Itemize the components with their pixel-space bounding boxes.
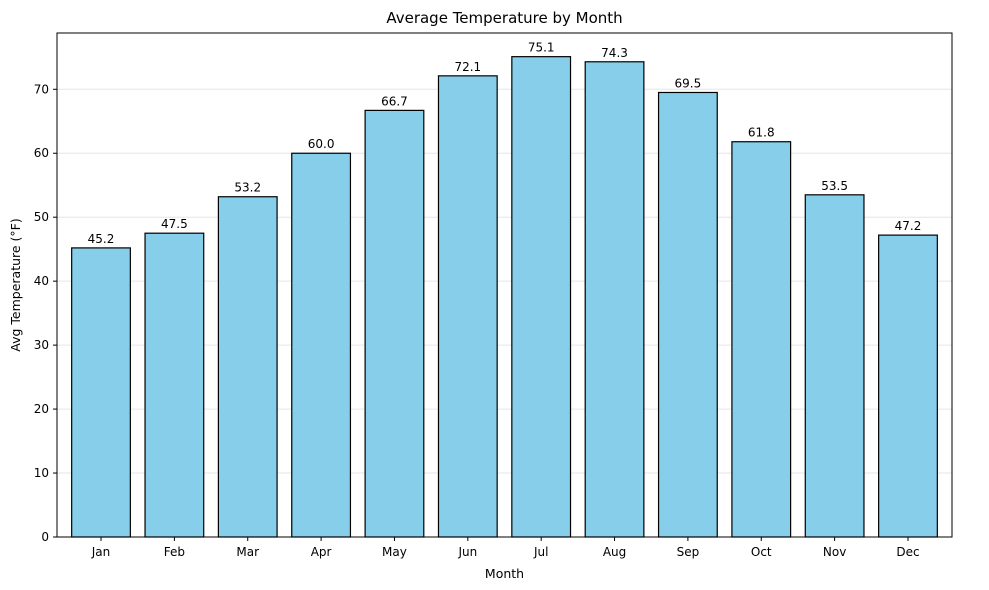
x-axis-label: Month (485, 566, 524, 581)
x-tick-label-jul: Jul (533, 545, 548, 559)
bar-oct (731, 141, 792, 538)
y-axis-label: Avg Temperature (°F) (8, 218, 23, 351)
bar-jun (437, 75, 498, 538)
y-axis: 0 10 20 30 40 50 60 70 (34, 82, 57, 544)
data-label-feb: 47.5 (161, 217, 188, 231)
y-tick-label: 50 (34, 210, 49, 224)
bar-sep (657, 91, 718, 538)
x-axis: Jan Feb Mar Apr May Jun Jul Aug Sep Oct Nov Dec (91, 537, 920, 559)
x-tick-label-apr: Apr (311, 545, 332, 559)
x-tick-label-may: May (382, 545, 407, 559)
x-tick-label-feb: Feb (164, 545, 185, 559)
plot-area-frame (56, 32, 953, 538)
data-label-apr: 60.0 (308, 137, 335, 151)
x-tick-label-mar: Mar (236, 545, 259, 559)
data-label-jun: 72.1 (454, 60, 481, 74)
bar-nov (804, 194, 865, 538)
x-tick-label-oct: Oct (751, 545, 772, 559)
data-label-nov: 53.5 (821, 179, 848, 193)
x-tick-label-jan: Jan (91, 545, 111, 559)
y-tick-label: 40 (34, 274, 49, 288)
data-label-aug: 74.3 (601, 46, 628, 60)
data-label-mar: 53.2 (234, 181, 261, 195)
y-tick-label: 20 (34, 402, 49, 416)
data-label-dec: 47.2 (895, 219, 922, 233)
y-tick-label: 0 (41, 530, 49, 544)
data-label-oct: 61.8 (748, 126, 775, 140)
x-tick-label-dec: Dec (896, 545, 919, 559)
data-label-jul: 75.1 (528, 41, 555, 55)
x-tick-label-nov: Nov (823, 545, 846, 559)
bar-feb (144, 232, 205, 538)
y-tick-label: 60 (34, 146, 49, 160)
data-label-sep: 69.5 (675, 76, 702, 90)
bar-mar (217, 196, 278, 538)
bar-jan (71, 247, 131, 538)
y-tick-label: 70 (34, 82, 49, 96)
data-labels: 45.2 47.5 53.2 60.0 66.7 72.1 75.1 74.3 69.5 61.8… (88, 41, 922, 246)
bars (71, 56, 938, 538)
bar-jul (511, 56, 572, 538)
grid-lines (57, 88, 952, 538)
x-tick-label-aug: Aug (603, 545, 626, 559)
x-tick-label-sep: Sep (677, 545, 700, 559)
x-tick-label-jun: Jun (457, 545, 477, 559)
data-label-jan: 45.2 (88, 232, 115, 246)
y-tick-label: 10 (34, 466, 49, 480)
bar-dec (878, 234, 938, 538)
bar-may (364, 109, 425, 538)
bar-apr (291, 152, 352, 538)
data-label-may: 66.7 (381, 94, 408, 108)
chart-title: Average Temperature by Month (386, 9, 622, 27)
y-tick-label: 30 (34, 338, 49, 352)
bar-aug (584, 61, 645, 538)
